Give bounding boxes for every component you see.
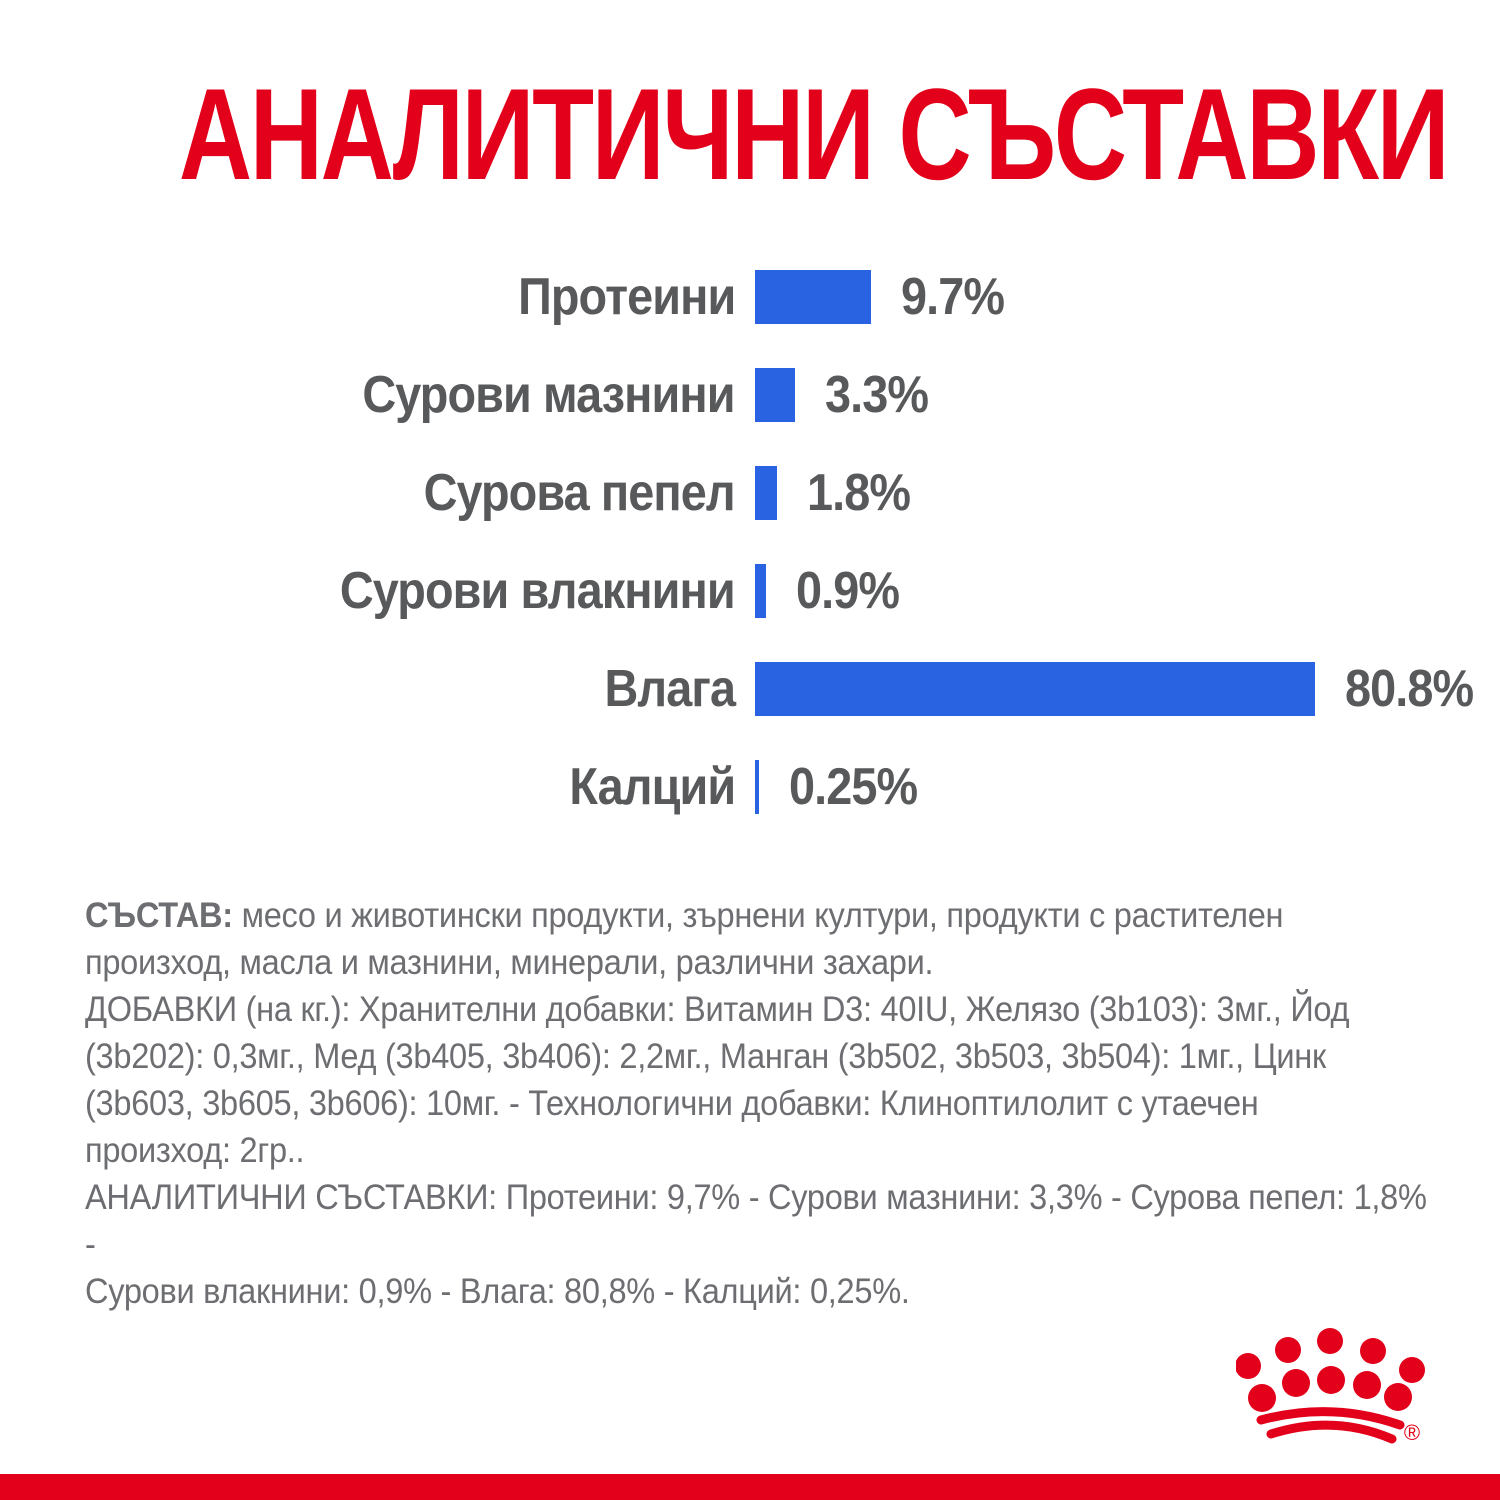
chart-row: Влага 80.8%: [0, 660, 1500, 719]
category-label: Протеини: [517, 268, 736, 327]
composition-text: месо и животински продукти, зърнени култ…: [85, 896, 1284, 982]
registered-trademark-icon: ®: [1404, 1420, 1420, 1445]
category-label: Влага: [604, 660, 735, 719]
bottom-red-strip: [0, 1474, 1500, 1500]
page-title-text: АНАЛИТИЧНИ СЪСТАВКИ: [178, 61, 1450, 207]
chart-row: Протеини 9.7%: [0, 268, 1500, 327]
additives-text: ДОБАВКИ (на кг.): Хранителни добавки: Ви…: [85, 990, 1350, 1170]
page-title: АНАЛИТИЧНИ СЪСТАВКИ: [0, 61, 1500, 207]
chart-row: Сурови мазнини 3.3%: [0, 366, 1500, 425]
chart-row: Сурова пепел 1.8%: [0, 464, 1500, 523]
value-bar: [755, 466, 777, 521]
value-label: 9.7%: [901, 268, 1005, 327]
value-bar: [755, 564, 766, 619]
value-bar: [755, 368, 795, 423]
value-label: 0.9%: [795, 562, 900, 621]
value-label: 3.3%: [824, 366, 929, 425]
value-label: 1.8%: [806, 464, 911, 523]
royal-canin-crown-icon: ®: [1236, 1328, 1425, 1445]
category-label: Сурови мазнини: [362, 366, 736, 425]
analytical-summary-text: АНАЛИТИЧНИ СЪСТАВКИ: Протеини: 9,7% - Су…: [85, 1178, 1427, 1311]
chart-row: Калций 0.25%: [0, 758, 1500, 817]
value-bar: [755, 270, 872, 325]
category-label: Сурова пепел: [423, 464, 736, 523]
category-label: Калций: [569, 758, 736, 817]
value-label: 0.25%: [789, 758, 918, 817]
ingredients-text-block: СЪСТАВ: месо и животински продукти, зърн…: [85, 892, 1443, 1315]
composition-label: СЪСТАВ:: [85, 896, 233, 935]
category-label: Сурови влакнини: [340, 562, 736, 621]
value-bar: [755, 760, 759, 815]
chart-row: Сурови влакнини 0.9%: [0, 562, 1500, 621]
value-label: 80.8%: [1345, 660, 1474, 719]
analytical-constituents-chart: Протеини 9.7% Сурови мазнини 3.3% Сурова…: [0, 268, 1500, 817]
value-bar: [755, 662, 1315, 717]
